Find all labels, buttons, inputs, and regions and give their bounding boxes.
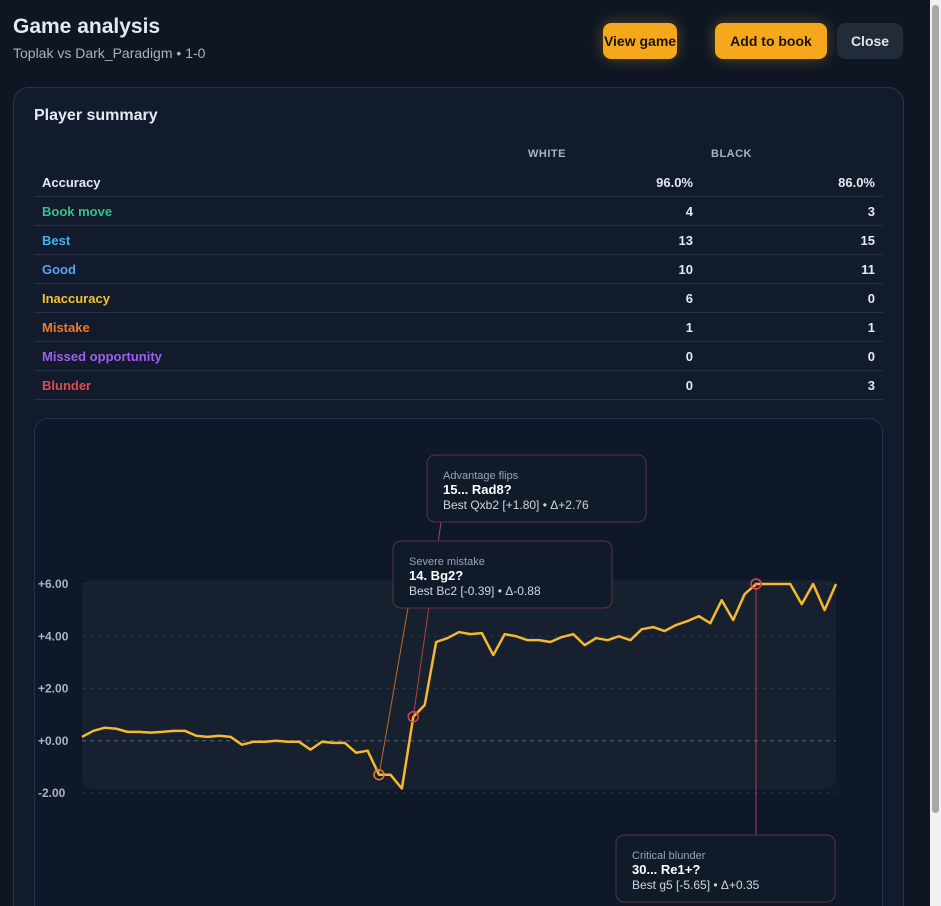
- annotation-box: [392, 540, 613, 609]
- y-tick-label: -2.00: [38, 786, 66, 800]
- cell: 1: [518, 312, 701, 342]
- annotation-label: Critical blunder: [632, 850, 706, 862]
- cell: 0: [701, 341, 883, 371]
- cell: 4: [518, 196, 701, 226]
- cell: 1: [701, 312, 883, 342]
- summary-row: Book move 4 3: [34, 196, 883, 226]
- cell: 0: [518, 370, 701, 400]
- annotation-detail: Best Bc2 [-0.39] • Δ-0.88: [409, 584, 541, 598]
- eval-line: [81, 582, 838, 790]
- row-label: Best: [34, 225, 518, 255]
- annotation-connector: [378, 607, 409, 775]
- cell: 86.0%: [701, 168, 883, 197]
- subtitle: Toplak vs Dark_Paradigm • 1-0: [13, 45, 206, 61]
- summary-row: Missed opportunity 0 0: [34, 341, 883, 371]
- cell: 3: [701, 196, 883, 226]
- row-label: Book move: [34, 196, 518, 226]
- summary-row: Mistake 1 1: [34, 312, 883, 342]
- scrollbar[interactable]: [930, 0, 941, 906]
- cell: 0: [701, 283, 883, 313]
- scroll-thumb[interactable]: [932, 5, 939, 813]
- cell: 96.0%: [518, 168, 701, 197]
- row-label: Inaccuracy: [34, 283, 518, 313]
- summary-row: Blunder 0 3: [34, 370, 883, 400]
- add-to-book-button[interactable]: Add to book: [715, 23, 827, 59]
- y-tick-label: +4.00: [38, 629, 69, 643]
- summary-row: Inaccuracy 6 0: [34, 283, 883, 313]
- view-game-button[interactable]: View game: [603, 23, 677, 59]
- summary-row: Best 13 15: [34, 225, 883, 255]
- row-label: Good: [34, 254, 518, 284]
- column-header: WHITE: [528, 148, 566, 160]
- summary-table: WHITE BLACK Accuracy 96.0% 86.0% Book move 4 3…: [34, 140, 883, 400]
- row-label: Missed opportunity: [34, 341, 518, 371]
- annotation-detail: Best g5 [-5.65] • Δ+0.35: [632, 878, 760, 892]
- summary-row: Good 10 11: [34, 254, 883, 284]
- annotation-detail: Best Qxb2 [+1.80] • Δ+2.76: [443, 498, 589, 512]
- column-header: BLACK: [711, 148, 752, 160]
- summary-row: Accuracy 96.0% 86.0%: [34, 168, 883, 197]
- cell: 15: [701, 225, 883, 255]
- cell: 0: [518, 341, 701, 371]
- page-title: Game analysis: [13, 15, 161, 38]
- annotation-move: 30... Re1+?: [632, 862, 700, 877]
- row-label: Mistake: [34, 312, 518, 342]
- annotation-box: [426, 454, 647, 523]
- row-label: Blunder: [34, 370, 518, 400]
- annotation-marker: [750, 578, 762, 590]
- annotation-move: 14. Bg2?: [409, 568, 463, 583]
- annotation-marker: [407, 710, 420, 723]
- annotation-box: [615, 834, 836, 903]
- annotation-label: Advantage flips: [443, 470, 519, 482]
- cell: 10: [518, 254, 701, 284]
- annotation-marker: [373, 768, 385, 781]
- plot-area: [82, 580, 836, 789]
- y-tick-label: +0.00: [38, 734, 69, 748]
- annotation-move: 15... Rad8?: [443, 482, 512, 497]
- row-label: Accuracy: [34, 168, 518, 197]
- cell: 6: [518, 283, 701, 313]
- section-title: Player summary: [34, 107, 158, 124]
- y-tick-label: +6.00: [38, 577, 69, 591]
- cell: 3: [701, 370, 883, 400]
- y-tick-label: +2.00: [38, 682, 69, 696]
- cell: 11: [701, 254, 883, 284]
- close-button[interactable]: Close: [837, 23, 903, 59]
- cell: 13: [518, 225, 701, 255]
- annotation-label: Severe mistake: [409, 556, 485, 568]
